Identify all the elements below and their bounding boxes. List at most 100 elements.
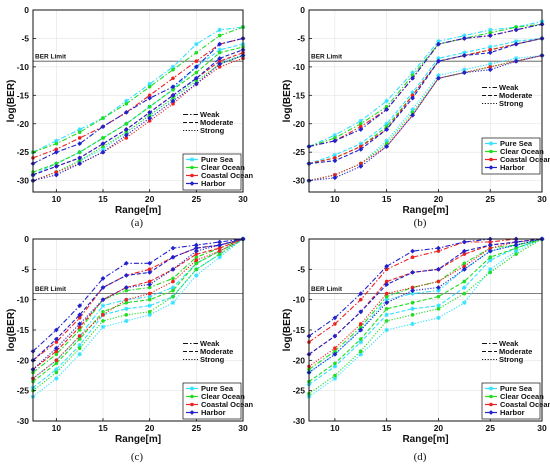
data-point xyxy=(171,96,175,100)
data-point xyxy=(217,246,222,250)
data-point xyxy=(436,73,441,78)
data-point xyxy=(54,147,59,152)
legend-series-label: Clear Ocean xyxy=(201,392,245,401)
data-point xyxy=(332,376,338,381)
data-point xyxy=(461,266,467,272)
y-axis-label: log(BER) xyxy=(6,309,17,352)
data-point xyxy=(410,285,415,290)
y-tick-label: -5 xyxy=(297,33,305,43)
y-axis-label: log(BER) xyxy=(6,80,17,123)
data-point xyxy=(100,124,106,129)
data-point xyxy=(217,27,222,33)
data-point xyxy=(100,324,106,330)
data-point xyxy=(358,349,363,354)
series-line xyxy=(32,49,244,176)
series-line xyxy=(308,20,543,148)
series-line xyxy=(308,37,543,165)
legend-series-marker xyxy=(489,394,493,399)
data-point xyxy=(358,325,363,329)
y-tick-label: -15 xyxy=(293,90,306,100)
data-point xyxy=(487,248,493,254)
series-line xyxy=(32,57,244,182)
data-point xyxy=(384,297,389,302)
data-point xyxy=(513,27,519,33)
legend-series-label: Clear Ocean xyxy=(201,163,245,172)
data-point xyxy=(147,312,152,318)
data-point xyxy=(77,127,82,132)
data-point xyxy=(410,288,415,293)
data-point xyxy=(77,346,82,351)
series-line xyxy=(308,54,543,182)
data-point xyxy=(53,172,59,178)
legend-series-label: Harbor xyxy=(500,408,525,417)
data-point xyxy=(410,321,415,327)
data-point xyxy=(513,242,519,248)
legend-style-label: Weak xyxy=(499,339,519,348)
legend-series-label: Harbor xyxy=(201,408,226,417)
data-point xyxy=(436,285,441,290)
legend-style-label: Strong xyxy=(499,355,524,364)
series-line xyxy=(308,23,543,148)
data-point xyxy=(53,336,59,342)
data-point xyxy=(514,25,518,29)
legend-series-marker xyxy=(190,165,194,170)
data-point xyxy=(193,245,199,251)
data-point xyxy=(124,102,129,106)
subplot-caption: (a) xyxy=(131,217,144,229)
x-tick-label: 10 xyxy=(330,194,340,204)
axes-frame xyxy=(32,9,244,193)
data-point xyxy=(487,33,493,38)
data-point xyxy=(123,127,129,132)
subplot-caption: (c) xyxy=(131,451,144,463)
data-point xyxy=(384,300,390,306)
series-line xyxy=(32,238,244,361)
data-point xyxy=(333,156,337,160)
y-tick-label: -20 xyxy=(293,119,306,129)
x-tick-label: 15 xyxy=(98,194,108,204)
data-point xyxy=(332,333,338,339)
data-point xyxy=(193,64,199,70)
data-point xyxy=(194,252,199,256)
data-point xyxy=(194,70,199,75)
data-point xyxy=(101,319,105,323)
data-point xyxy=(332,152,338,158)
data-point xyxy=(123,132,129,138)
data-point xyxy=(217,33,222,38)
data-point xyxy=(100,149,106,155)
x-tick-label: 20 xyxy=(145,423,155,433)
data-point xyxy=(358,124,363,129)
series-line xyxy=(32,238,244,361)
data-point xyxy=(124,288,129,293)
data-point xyxy=(487,50,493,56)
series-line xyxy=(32,238,244,373)
data-point xyxy=(384,319,389,323)
series-line xyxy=(308,37,543,165)
y-tick-label: -10 xyxy=(293,295,306,305)
data-point xyxy=(488,258,493,263)
subplot-caption: (d) xyxy=(414,451,427,463)
data-point xyxy=(147,279,152,284)
data-point xyxy=(333,373,337,378)
series-line xyxy=(32,26,244,153)
x-tick-label: 25 xyxy=(192,194,202,204)
data-point xyxy=(171,87,175,92)
series-line xyxy=(308,238,543,386)
data-point xyxy=(436,249,441,253)
data-point xyxy=(217,47,222,53)
data-point xyxy=(217,61,223,67)
legend-series-label: Coastal Ocean xyxy=(201,400,254,409)
legend-series-marker xyxy=(189,181,195,186)
data-point xyxy=(384,306,389,311)
data-point xyxy=(194,255,199,259)
data-point xyxy=(217,50,222,55)
data-point xyxy=(384,294,389,299)
data-point xyxy=(217,255,222,260)
data-point xyxy=(77,130,82,135)
data-point xyxy=(54,141,59,146)
x-tick-label: 15 xyxy=(382,423,392,433)
legend-series-marker xyxy=(488,165,494,170)
data-point xyxy=(333,322,337,326)
x-tick-label: 30 xyxy=(537,194,547,204)
data-point xyxy=(358,309,364,315)
data-point xyxy=(513,248,519,254)
